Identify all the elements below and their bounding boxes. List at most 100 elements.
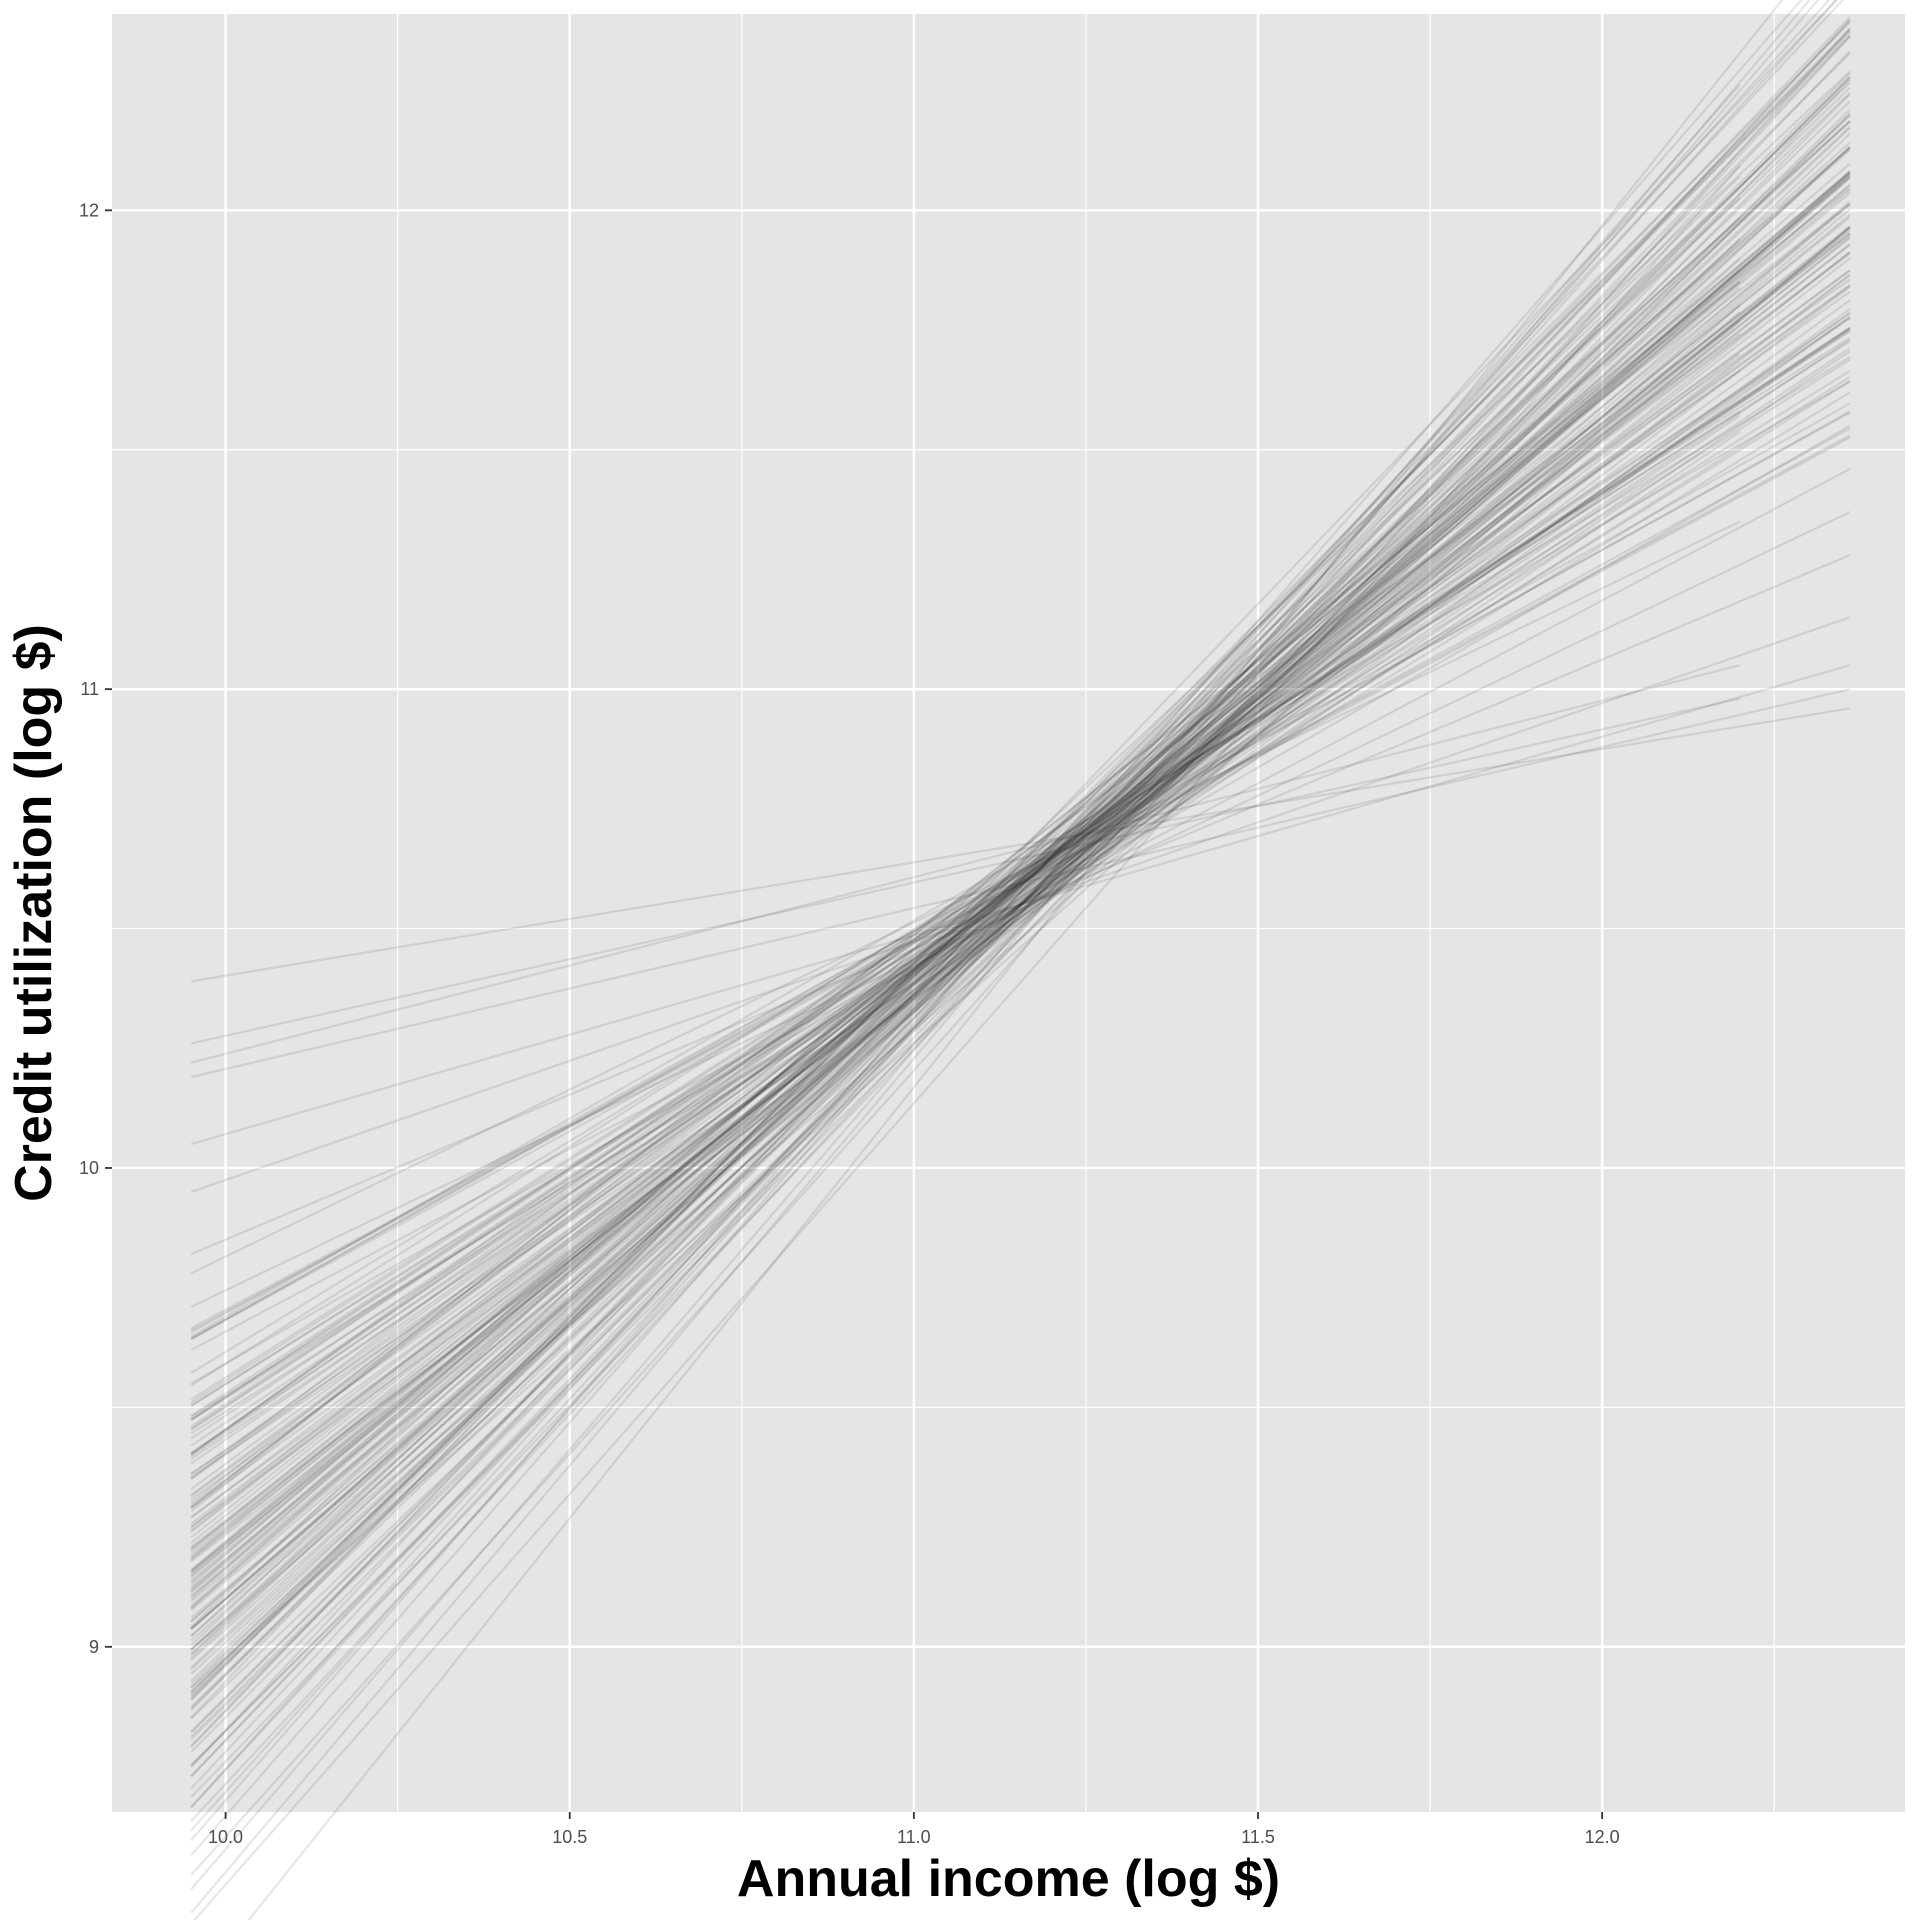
regression-line — [190, 280, 1741, 1577]
regression-line — [190, 616, 1851, 1193]
regression-line — [190, 227, 1851, 1532]
regression-line — [190, 0, 1845, 1769]
x-tick-label: 12.0 — [1585, 1827, 1620, 1847]
regression-line — [190, 172, 1851, 1662]
regression-line — [190, 145, 1851, 1607]
regression-line — [190, 380, 1851, 1338]
regression-line — [190, 203, 1851, 1559]
regression-line — [190, 92, 1851, 1682]
regression-line — [190, 664, 1851, 1146]
regression-line — [190, 697, 1741, 1045]
regression-line — [190, 238, 1741, 1656]
regression-line — [190, 125, 1851, 1686]
regression-line — [190, 202, 1851, 1509]
regression-line — [190, 268, 1741, 1630]
regression-line — [190, 170, 1851, 1651]
regression-line — [190, 284, 1851, 1498]
y-tick-label: 10 — [79, 1158, 99, 1178]
regression-line — [190, 664, 1741, 1064]
regression-line — [190, 162, 1851, 1592]
regression-line — [190, 213, 1851, 1572]
regression-line — [190, 269, 1851, 1491]
regression-line — [190, 370, 1741, 1455]
regression-line — [190, 243, 1851, 1533]
regression-line — [190, 77, 1851, 1708]
regression-line — [190, 252, 1851, 1519]
regression-line — [190, 340, 1851, 1401]
regression-line — [190, 554, 1851, 1256]
regression-line — [190, 86, 1851, 1689]
regression-line — [190, 172, 1851, 1638]
regression-line — [190, 174, 1851, 1609]
regression-line — [190, 208, 1851, 1603]
regression-line — [190, 312, 1851, 1458]
y-tick-label: 11 — [80, 679, 99, 699]
regression-line — [190, 188, 1851, 1584]
y-axis: 9 10 11 12 — [79, 200, 112, 1657]
regression-line — [190, 278, 1851, 1455]
regression-line — [190, 410, 1741, 1404]
regression-line — [190, 317, 1851, 1465]
regression-line — [190, 35, 1851, 1777]
x-axis: 10.0 10.5 11.0 11.5 12.0 — [208, 1812, 1620, 1847]
regression-line — [190, 327, 1851, 1431]
regression-line — [190, 27, 1851, 1876]
regression-line — [190, 434, 1851, 1330]
regression-line — [247, 0, 1784, 1920]
regression-line — [190, 257, 1851, 1549]
regression-line — [190, 402, 1851, 1340]
regression-line — [190, 120, 1851, 1601]
regression-line — [190, 436, 1851, 1332]
regression-line — [190, 251, 1851, 1507]
regression-line — [190, 375, 1851, 1435]
regression-line — [190, 171, 1851, 1591]
regression-line — [190, 356, 1851, 1374]
regression-line — [190, 328, 1851, 1430]
regression-line — [190, 119, 1851, 1651]
regression-line — [190, 18, 1851, 1808]
regression-line — [190, 93, 1851, 1767]
regression-line — [190, 225, 1851, 1544]
x-tick-label: 10.0 — [208, 1827, 243, 1847]
regression-line — [190, 391, 1851, 1418]
regression-line — [190, 0, 1820, 1890]
regression-line — [190, 146, 1851, 1675]
regression-line — [190, 316, 1851, 1421]
x-tick-label: 11.5 — [1241, 1827, 1275, 1847]
regression-line — [190, 284, 1851, 1481]
regression-line — [190, 414, 1741, 1454]
regression-line — [190, 19, 1851, 1790]
regression-line — [190, 311, 1741, 1589]
regression-line — [190, 299, 1851, 1510]
regression-line — [190, 329, 1851, 1440]
regression-line — [190, 326, 1851, 1421]
regression-line — [190, 184, 1851, 1582]
regression-line — [190, 21, 1851, 1702]
y-axis-title: Credit utilization (log $) — [5, 624, 63, 1202]
regression-line — [192, 165, 1741, 1920]
major-gridlines — [112, 14, 1905, 1812]
regression-line — [190, 236, 1851, 1573]
regression-line — [190, 233, 1851, 1508]
regression-line — [190, 347, 1851, 1460]
regression-line — [190, 171, 1851, 1571]
regression-line — [190, 174, 1851, 1597]
regression-line — [190, 127, 1851, 1697]
regression-line — [190, 290, 1851, 1476]
x-tick-label: 11.0 — [897, 1827, 931, 1847]
regression-line — [190, 369, 1851, 1407]
regression-line — [190, 330, 1851, 1417]
regression-line — [190, 319, 1741, 1539]
regression-line — [190, 380, 1851, 1421]
regression-line — [190, 52, 1851, 1701]
regression-line — [190, 200, 1851, 1612]
regression-line — [190, 120, 1851, 1669]
regression-line — [190, 177, 1851, 1642]
regression-line — [190, 33, 1851, 1695]
regression-line — [190, 269, 1851, 1496]
regression-line — [190, 326, 1851, 1428]
regression-line — [190, 191, 1851, 1578]
regression-line — [190, 72, 1851, 1733]
regression-line — [190, 226, 1851, 1598]
